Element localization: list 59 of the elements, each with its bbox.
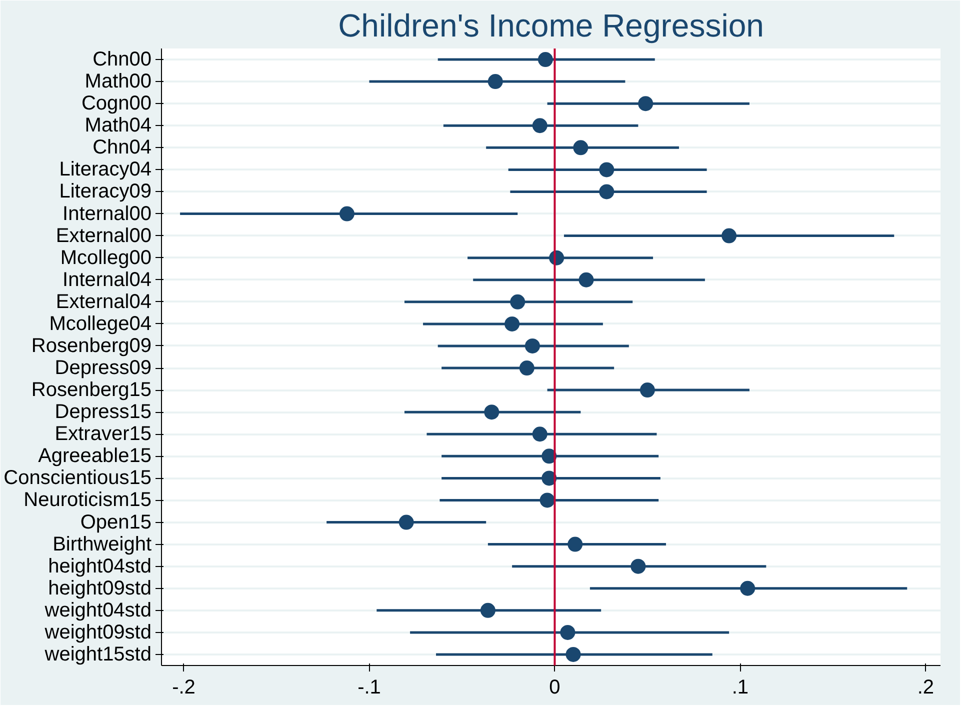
point [519, 360, 534, 376]
point [538, 52, 553, 68]
y-tick-label: Chn00 [92, 48, 152, 71]
y-tick-label: weight09std [44, 621, 152, 644]
point [599, 162, 614, 178]
point [510, 294, 526, 310]
y-tick-label: Math04 [84, 114, 152, 137]
y-tick-label: Extraver15 [54, 423, 152, 446]
point [504, 316, 520, 332]
y-tick-label: Neuroticism15 [24, 489, 152, 512]
point [578, 272, 594, 288]
chart-title: Children's Income Regression [338, 8, 764, 44]
y-tick-label: Depress15 [54, 401, 152, 424]
point [740, 580, 756, 596]
point [640, 382, 655, 398]
point [599, 184, 614, 200]
point [339, 206, 354, 222]
y-tick-label: Open15 [80, 511, 152, 534]
y-tick-label: Literacy04 [59, 158, 152, 181]
y-tick-label: Literacy09 [59, 180, 152, 203]
y-tick-label: height09std [48, 577, 152, 600]
point [488, 74, 503, 90]
y-tick-label: Internal00 [62, 202, 152, 225]
point [560, 624, 576, 640]
y-tick-label: External04 [56, 290, 152, 313]
y-tick-label: Mcollege04 [49, 312, 152, 335]
y-tick-label: height04std [48, 555, 152, 578]
x-tick-label: -.1 [358, 676, 381, 698]
point [566, 646, 581, 662]
y-tick-label: Depress09 [54, 357, 152, 380]
point [532, 118, 548, 134]
point [532, 426, 548, 442]
y-tick-label: Agreeable15 [38, 445, 152, 468]
point [540, 492, 555, 508]
point [480, 602, 496, 618]
y-tick-label: Internal04 [62, 268, 152, 291]
point [638, 96, 654, 112]
y-tick-label: Math00 [84, 70, 152, 93]
y-tick-label: Rosenberg15 [31, 379, 152, 402]
y-tick-label: Conscientious15 [4, 467, 152, 490]
point [722, 228, 737, 244]
point [630, 558, 646, 574]
x-tick-label: .1 [732, 676, 749, 698]
x-tick-label: 0 [549, 676, 560, 698]
y-tick-label: Birthweight [52, 533, 152, 556]
x-tick-label: -.2 [172, 676, 196, 698]
y-tick-label: Rosenberg09 [31, 334, 152, 357]
point [573, 140, 588, 156]
y-tick-label: weight15std [44, 643, 152, 666]
point [568, 536, 583, 552]
point [524, 338, 540, 354]
y-tick-label: Cogn00 [81, 92, 152, 115]
y-tick-label: External00 [56, 224, 152, 247]
y-tick-label: weight04std [44, 599, 152, 622]
y-tick-label: Chn04 [92, 136, 152, 159]
x-tick-label: .2 [917, 676, 934, 698]
point [398, 514, 414, 530]
y-tick-label: Mcolleg00 [60, 246, 152, 269]
point [484, 404, 500, 420]
